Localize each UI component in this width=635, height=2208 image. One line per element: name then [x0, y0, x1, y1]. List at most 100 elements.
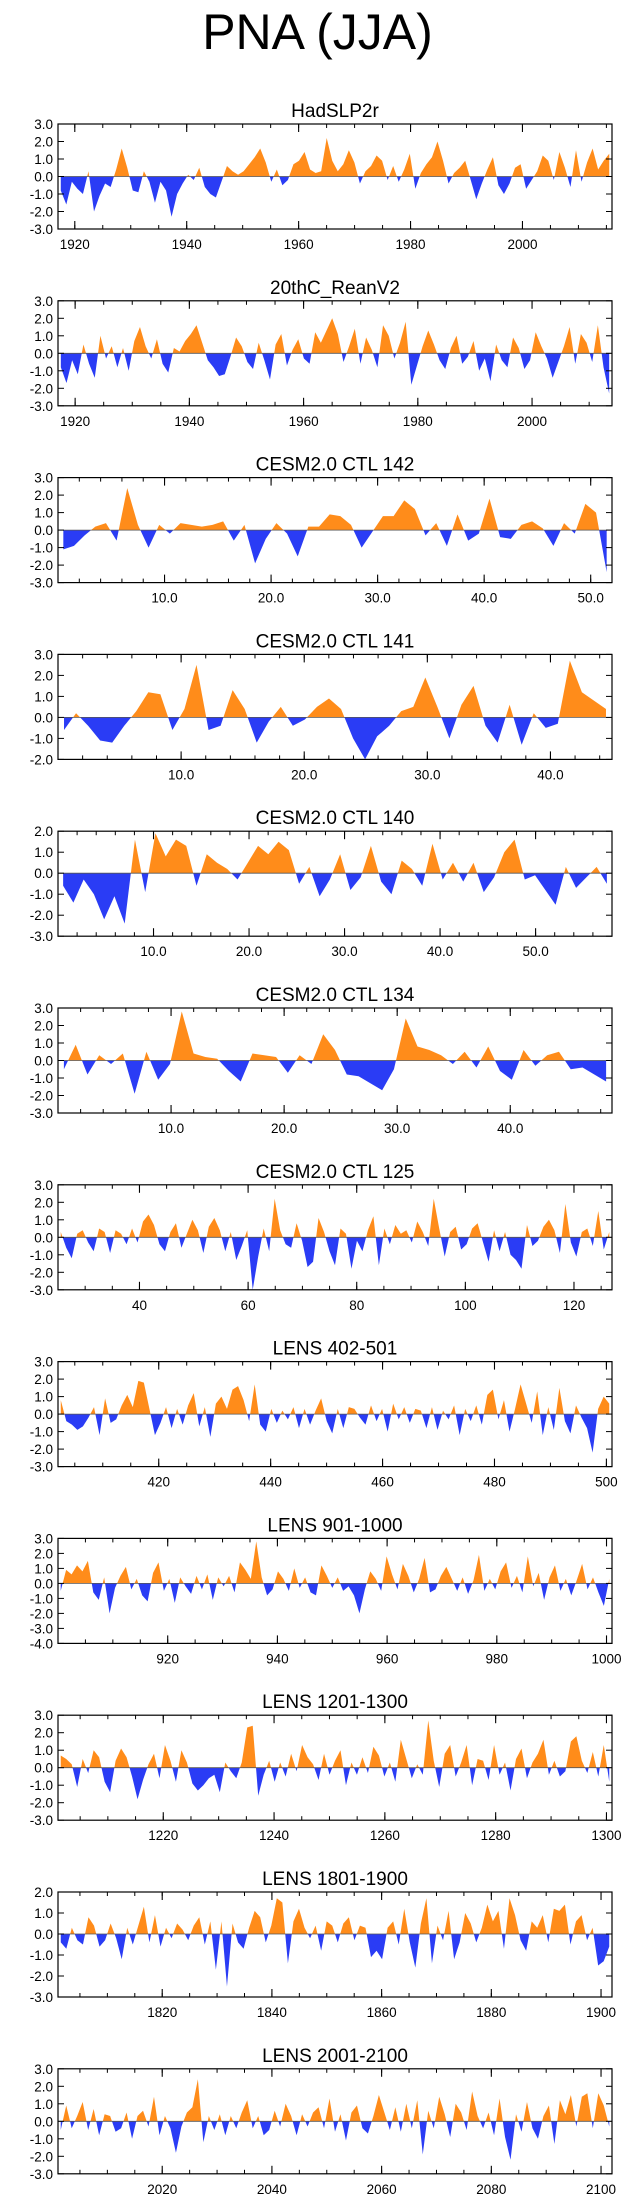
y-tick-label: 0.0 — [34, 2114, 53, 2129]
y-tick-label: 1.0 — [34, 329, 53, 344]
chart-title: HadSLP2r — [291, 101, 379, 122]
y-tick-label: -1.0 — [30, 2132, 53, 2147]
y-tick-label: -3.0 — [30, 1106, 53, 1121]
x-tick-label: 2100 — [586, 2182, 616, 2197]
chart-title: LENS 1201-1300 — [262, 1692, 408, 1713]
y-tick-label: 2.0 — [34, 668, 53, 683]
x-tick-label: 1220 — [148, 1828, 178, 1843]
y-tick-label: 1.0 — [34, 1036, 53, 1051]
x-tick-label: 1300 — [591, 1828, 621, 1843]
y-tick-label: 3.0 — [34, 1531, 53, 1546]
y-tick-label: 1.0 — [34, 2097, 53, 2112]
positive-area — [73, 660, 606, 718]
chart-panel: LENS 402-501 3.0 2.0 1.0 0.0 -1.0 -2.0 -3.0 420 4… — [30, 1339, 618, 1490]
x-tick-label: 40.0 — [497, 1121, 523, 1136]
x-tick-label: 480 — [483, 1475, 506, 1490]
y-tick-label: 2.0 — [34, 1726, 53, 1741]
y-tick-label: 0.0 — [34, 523, 53, 538]
y-tick-label: -2.0 — [30, 1606, 53, 1621]
negative-area — [60, 176, 584, 217]
y-tick-label: -3.0 — [30, 929, 53, 944]
x-tick-label: 10.0 — [158, 1121, 184, 1136]
x-tick-label: 20.0 — [258, 591, 284, 606]
y-tick-label: 1.0 — [34, 845, 53, 860]
x-tick-label: 40.0 — [471, 591, 497, 606]
y-tick-label: 1.0 — [34, 152, 53, 167]
y-tick-label: -2.0 — [30, 381, 53, 396]
x-tick-label: 500 — [595, 1475, 618, 1490]
plot-frame — [57, 653, 613, 761]
x-tick-label: 1920 — [60, 414, 90, 429]
y-tick-label: -1.0 — [30, 1425, 53, 1440]
y-tick-label: -1.0 — [30, 1071, 53, 1086]
y-tick-label: 0.0 — [34, 866, 53, 881]
y-tick-label: 0.0 — [34, 346, 53, 361]
y-tick-label: 2.0 — [34, 311, 53, 326]
y-tick-label: 0.0 — [34, 1407, 53, 1422]
positive-area — [60, 1198, 610, 1238]
chart-title: 20thC_ReanV2 — [270, 278, 400, 299]
x-tick-label: 20.0 — [291, 767, 317, 782]
y-tick-label: 2.0 — [34, 1019, 53, 1034]
y-tick-label: 1.0 — [34, 1743, 53, 1758]
y-tick-label: 2.0 — [34, 2079, 53, 2094]
y-tick-label: 2.0 — [34, 824, 53, 839]
plot-frame — [57, 1537, 613, 1645]
y-tick-label: 3.0 — [34, 471, 53, 486]
positive-area — [60, 1720, 608, 1768]
y-tick-label: -3.0 — [30, 576, 53, 591]
y-tick-label: -3.0 — [30, 1621, 53, 1636]
page-title: PNA (JJA) — [202, 4, 433, 60]
x-tick-label: 1940 — [174, 414, 204, 429]
y-tick-label: 2.0 — [34, 488, 53, 503]
y-tick-label: 3.0 — [34, 1355, 53, 1370]
negative-area — [63, 1060, 607, 1094]
x-tick-label: 40.0 — [427, 944, 453, 959]
y-tick-label: -2.0 — [30, 752, 53, 767]
plot-frame — [57, 830, 613, 937]
y-tick-label: 0.0 — [34, 1230, 53, 1245]
y-tick-label: -2.0 — [30, 2149, 53, 2164]
x-tick-label: 1900 — [586, 2005, 616, 2020]
y-tick-label: -3.0 — [30, 1813, 53, 1828]
x-tick-label: 30.0 — [364, 591, 390, 606]
negative-area — [60, 353, 610, 394]
x-tick-label: 50.0 — [522, 944, 548, 959]
positive-area — [87, 138, 610, 177]
chart-panel: CESM2.0 CTL 142 3.0 2.0 1.0 0.0 -1.0 -2.0 -3.0 1… — [30, 455, 613, 606]
negative-area — [63, 530, 607, 573]
positive-area — [60, 1380, 610, 1415]
y-tick-label: -1.0 — [30, 187, 53, 202]
chart-title: LENS 402-501 — [273, 1339, 398, 1360]
x-tick-label: 40.0 — [537, 767, 563, 782]
x-tick-label: 80 — [349, 1298, 364, 1313]
x-tick-label: 30.0 — [331, 944, 357, 959]
y-tick-label: 2.0 — [34, 135, 53, 150]
x-tick-label: 50.0 — [578, 591, 604, 606]
chart-title: LENS 1801-1900 — [262, 1869, 408, 1890]
y-tick-label: 0.0 — [34, 710, 53, 725]
x-tick-label: 960 — [376, 1651, 399, 1666]
x-tick-label: 10.0 — [151, 591, 177, 606]
y-tick-label: -2.0 — [30, 1969, 53, 1984]
x-tick-label: 420 — [147, 1475, 170, 1490]
y-tick-label: 3.0 — [34, 2062, 53, 2077]
y-tick-label: 0.0 — [34, 1054, 53, 1069]
x-tick-label: 2000 — [507, 237, 537, 252]
x-tick-label: 20.0 — [271, 1121, 297, 1136]
x-tick-label: 920 — [156, 1651, 179, 1666]
chart-panel: HadSLP2r 3.0 2.0 1.0 0.0 -1.0 -2.0 -3.0 1920 1940… — [30, 101, 613, 252]
x-tick-label: 1920 — [60, 237, 90, 252]
y-tick-label: -1.0 — [30, 1778, 53, 1793]
y-tick-label: -1.0 — [30, 364, 53, 379]
chart-panel: LENS 901-1000 3.02.01.00.0-1.0-2.0-3.0-4.… — [30, 1515, 622, 1666]
x-tick-label: 1000 — [591, 1651, 621, 1666]
chart-title: LENS 2001-2100 — [262, 2046, 408, 2067]
chart-title: LENS 901-1000 — [267, 1515, 402, 1536]
x-tick-label: 60 — [241, 1298, 256, 1313]
positive-area — [62, 2079, 608, 2122]
y-tick-label: -1.0 — [30, 1591, 53, 1606]
x-tick-label: 40 — [132, 1298, 147, 1313]
x-tick-label: 20.0 — [236, 944, 262, 959]
x-tick-label: 1820 — [147, 2005, 177, 2020]
